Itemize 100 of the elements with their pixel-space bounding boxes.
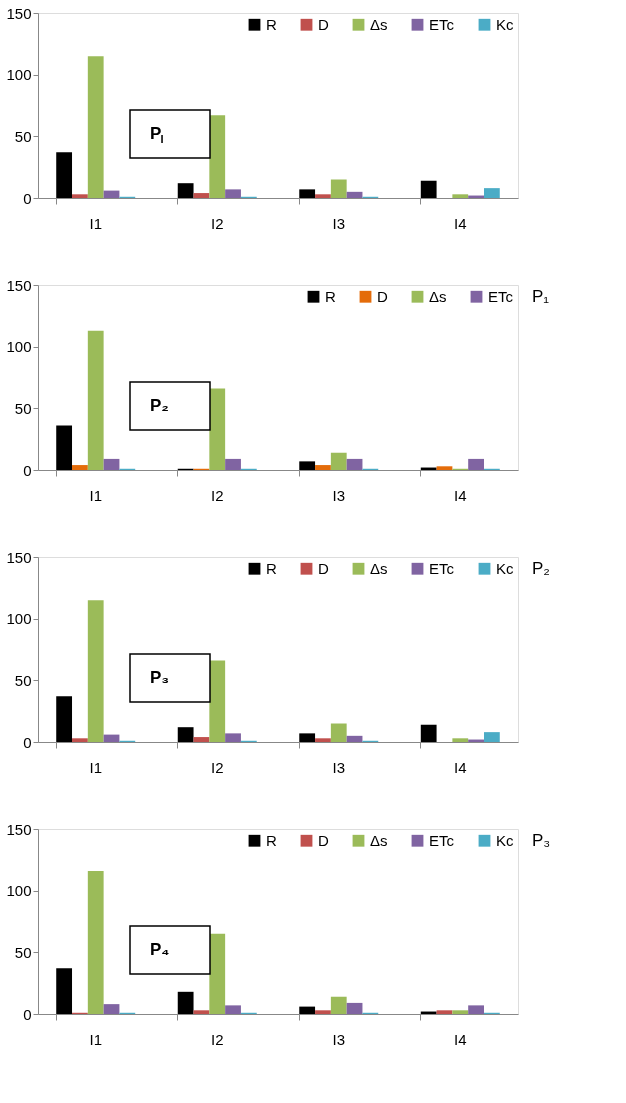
bar bbox=[330, 996, 347, 1014]
legend-label: ETc bbox=[429, 15, 455, 33]
bar bbox=[103, 1004, 120, 1014]
y-tick-label: 150 bbox=[6, 548, 32, 566]
bar bbox=[56, 425, 73, 470]
legend-label: Δs bbox=[370, 559, 388, 577]
y-tick-label: 100 bbox=[6, 610, 32, 628]
legend-label: D bbox=[318, 15, 329, 33]
annotation: P₃ bbox=[150, 668, 170, 687]
bar bbox=[346, 735, 363, 742]
bar bbox=[346, 191, 363, 198]
x-tick-label: I4 bbox=[454, 758, 467, 776]
bar bbox=[225, 458, 241, 470]
x-tick-label: I4 bbox=[454, 214, 467, 232]
x-tick-label: I2 bbox=[210, 1030, 224, 1048]
legend-label: D bbox=[318, 559, 329, 577]
bar bbox=[420, 724, 437, 742]
bar bbox=[299, 1006, 316, 1014]
bar bbox=[56, 152, 73, 198]
bar bbox=[103, 734, 120, 742]
bar bbox=[103, 190, 120, 198]
y-tick-label: 150 bbox=[6, 276, 32, 294]
bar bbox=[177, 727, 194, 742]
bar bbox=[225, 733, 241, 742]
bar bbox=[225, 1005, 241, 1014]
legend-label: Kc bbox=[496, 559, 514, 577]
y-tick-label: 50 bbox=[14, 399, 32, 417]
bar bbox=[225, 189, 241, 198]
legend-label: D bbox=[377, 287, 388, 305]
annotation: P₄ bbox=[150, 940, 170, 959]
legend-label: ETc bbox=[429, 831, 455, 849]
bar bbox=[209, 115, 226, 198]
bar bbox=[87, 600, 104, 742]
text: P₁ bbox=[532, 287, 550, 306]
x-tick-label: I3 bbox=[332, 214, 346, 232]
x-tick-label: I1 bbox=[89, 214, 102, 232]
x-tick-label: I2 bbox=[210, 486, 224, 504]
y-tick-label: 150 bbox=[6, 4, 32, 22]
bar bbox=[177, 991, 194, 1014]
y-tick-label: 0 bbox=[23, 733, 32, 751]
annotation: P₂ bbox=[150, 396, 169, 415]
bar bbox=[72, 465, 88, 470]
legend-label: Kc bbox=[496, 15, 514, 33]
x-tick-label: I2 bbox=[210, 758, 224, 776]
bar bbox=[468, 458, 484, 470]
legend-label: R bbox=[266, 559, 277, 577]
bar bbox=[315, 1010, 331, 1014]
y-tick-label: 0 bbox=[23, 1005, 32, 1023]
bar bbox=[452, 1010, 469, 1014]
bar bbox=[330, 179, 347, 198]
bar bbox=[346, 1002, 363, 1014]
bar bbox=[56, 696, 73, 742]
x-tick-label: I4 bbox=[454, 1030, 467, 1048]
legend-label: D bbox=[318, 831, 329, 849]
y-tick-label: 0 bbox=[23, 461, 32, 479]
legend-label: Δs bbox=[429, 287, 447, 305]
x-tick-label: I4 bbox=[454, 486, 467, 504]
bar bbox=[193, 1010, 210, 1014]
text: P₂ bbox=[532, 559, 550, 578]
bar bbox=[177, 183, 194, 198]
legend-label: R bbox=[266, 831, 277, 849]
legend-label: Δs bbox=[370, 831, 388, 849]
bar bbox=[315, 738, 331, 742]
bar bbox=[452, 194, 469, 198]
bar bbox=[330, 452, 347, 470]
x-tick-label: I1 bbox=[89, 758, 102, 776]
y-tick-label: 100 bbox=[6, 338, 32, 356]
bar bbox=[468, 1005, 484, 1014]
y-tick-label: 50 bbox=[14, 671, 32, 689]
legend-label: Kc bbox=[496, 831, 514, 849]
bar bbox=[209, 933, 226, 1014]
bar bbox=[72, 194, 88, 198]
y-tick-label: 50 bbox=[14, 127, 32, 145]
bar bbox=[209, 388, 226, 470]
bar bbox=[103, 458, 120, 470]
y-tick-label: 150 bbox=[6, 820, 32, 838]
bar bbox=[56, 968, 73, 1014]
bar bbox=[87, 330, 104, 470]
bar bbox=[72, 738, 88, 742]
legend-label: R bbox=[325, 287, 336, 305]
bar bbox=[483, 732, 500, 742]
bar bbox=[299, 461, 316, 470]
x-tick-label: I3 bbox=[332, 758, 346, 776]
bar bbox=[299, 733, 316, 742]
bar bbox=[346, 458, 363, 470]
bar bbox=[193, 737, 210, 742]
bar bbox=[420, 180, 437, 198]
bar bbox=[315, 465, 331, 470]
y-tick-label: 0 bbox=[23, 189, 32, 207]
x-tick-label: I1 bbox=[89, 1030, 102, 1048]
bar bbox=[193, 193, 210, 198]
x-tick-label: I1 bbox=[89, 486, 102, 504]
x-tick-label: I3 bbox=[332, 1030, 346, 1048]
x-tick-label: I2 bbox=[210, 214, 224, 232]
bar bbox=[483, 188, 500, 198]
x-tick-label: I3 bbox=[332, 486, 346, 504]
bar bbox=[436, 1010, 453, 1014]
legend-label: ETc bbox=[429, 559, 455, 577]
legend-label: ETc bbox=[488, 287, 514, 305]
bar bbox=[436, 466, 453, 470]
